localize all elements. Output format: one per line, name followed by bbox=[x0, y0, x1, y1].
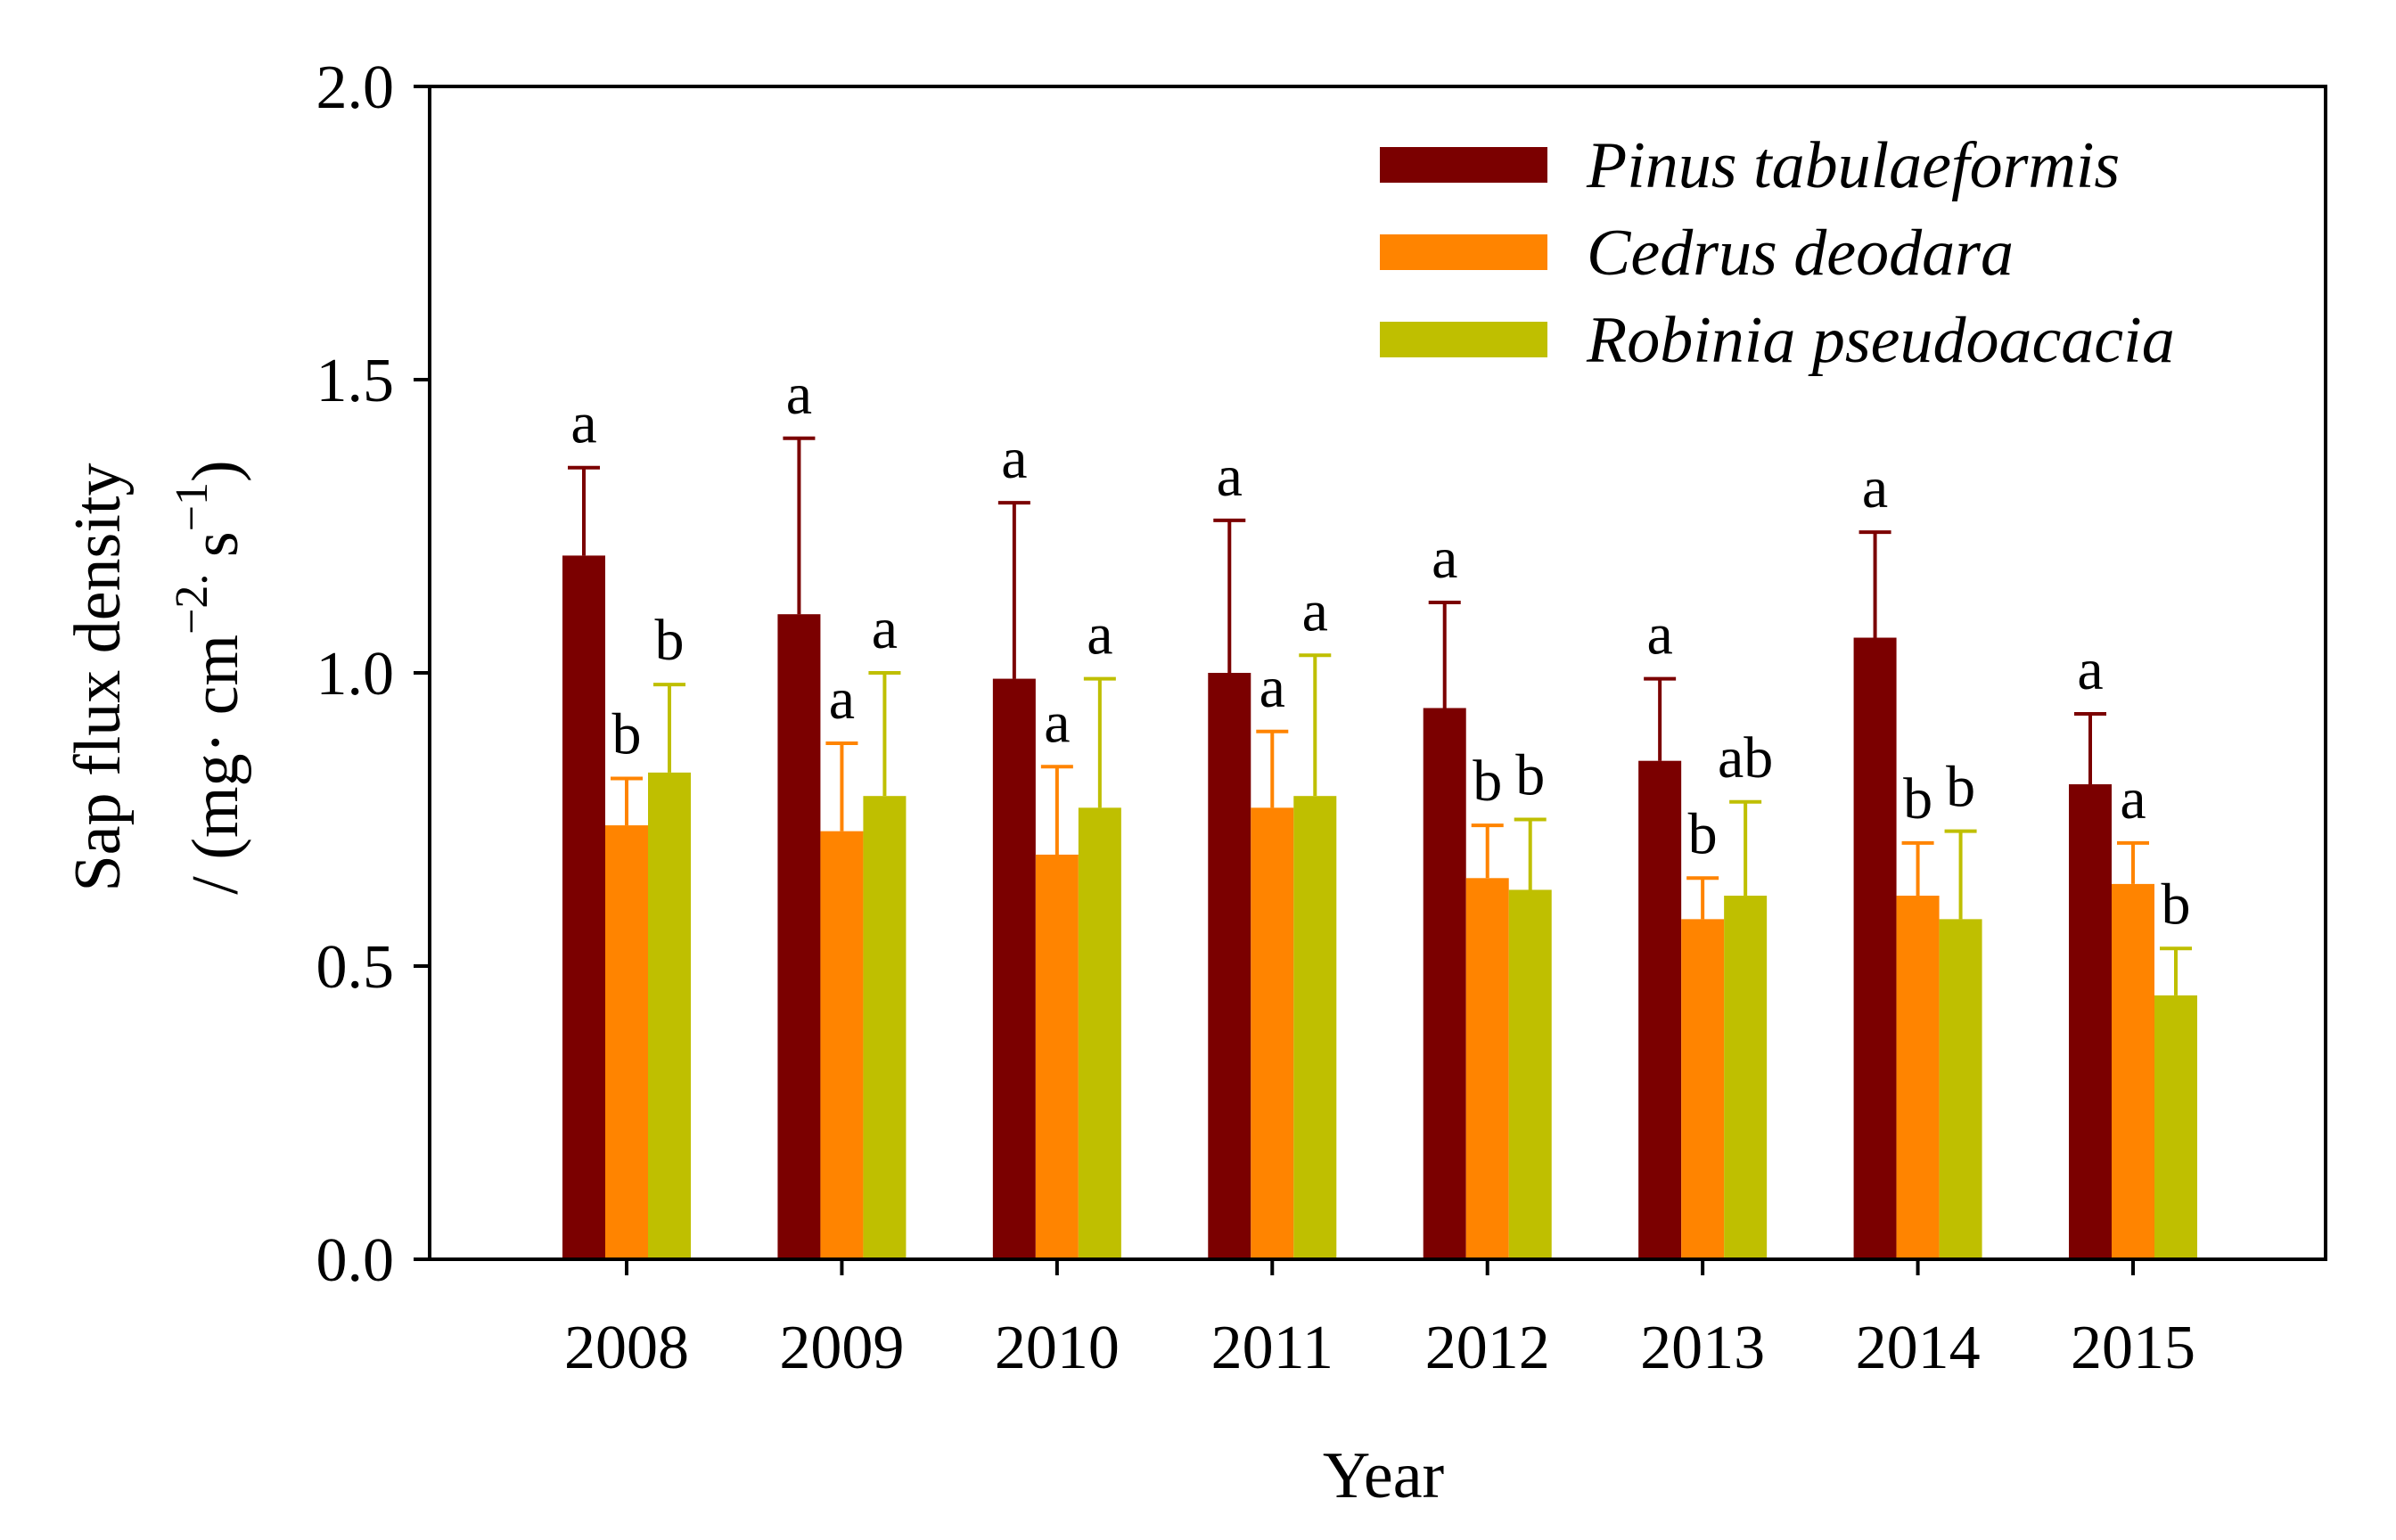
legend-swatch bbox=[1380, 147, 1547, 183]
legend-label: Pinus tabulaeformis bbox=[1586, 129, 2120, 202]
significance-letter: a bbox=[1302, 578, 1328, 643]
legend-swatch bbox=[1380, 234, 1547, 270]
plot-frame bbox=[428, 85, 2327, 1261]
significance-letter: ab bbox=[1718, 725, 1773, 790]
bar bbox=[1939, 919, 1982, 1259]
significance-letter: a bbox=[2120, 766, 2146, 831]
x-axis-title: Year bbox=[1323, 1439, 1444, 1512]
bar bbox=[1896, 896, 1940, 1259]
x-tick-label: 2015 bbox=[2071, 1314, 2195, 1382]
x-axis: 2008 2009 2010 2011 2012 2013 2014 2015 bbox=[564, 1259, 2195, 1382]
bar bbox=[648, 772, 691, 1259]
x-tick-label: 2012 bbox=[1425, 1314, 1550, 1382]
y-axis-title-line1: Sap flux density bbox=[62, 463, 135, 892]
x-tick-label: 2009 bbox=[779, 1314, 904, 1382]
y-axis-title-unit-mg: / (mg· cm bbox=[179, 635, 252, 895]
bar bbox=[777, 614, 821, 1259]
significance-letter: b bbox=[2162, 872, 2191, 937]
significance-letter: a bbox=[1001, 426, 1027, 491]
bar bbox=[1681, 919, 1725, 1259]
significance-letter: b bbox=[1946, 755, 1975, 820]
y-axis-title-exp2: −1 bbox=[167, 482, 217, 531]
significance-letter: a bbox=[872, 596, 898, 661]
significance-letter: b bbox=[1688, 801, 1718, 866]
bars-layer bbox=[562, 555, 2197, 1259]
bar bbox=[1724, 896, 1768, 1259]
y-tick-label: 1.5 bbox=[316, 347, 395, 415]
significance-letter: a bbox=[829, 667, 855, 732]
legend: Pinus tabulaeformis Cedrus deodara Robinia… bbox=[1380, 129, 2175, 377]
bar bbox=[605, 825, 648, 1259]
y-tick-label: 0.0 bbox=[316, 1226, 395, 1295]
bar bbox=[1853, 637, 1897, 1259]
bar bbox=[1035, 854, 1079, 1259]
legend-label: Robinia pseudoacacia bbox=[1586, 304, 2175, 377]
legend-label: Cedrus deodara bbox=[1587, 217, 2014, 290]
significance-letter: a bbox=[2077, 637, 2103, 702]
bar bbox=[1251, 807, 1294, 1259]
significance-letter: a bbox=[786, 362, 812, 427]
error-bars-layer bbox=[568, 436, 2192, 995]
x-tick-label: 2014 bbox=[1856, 1314, 1981, 1382]
bar bbox=[1078, 807, 1121, 1259]
significance-letter: b bbox=[1473, 749, 1502, 814]
significance-letter: a bbox=[1217, 444, 1243, 509]
x-tick-label: 2011 bbox=[1211, 1314, 1333, 1382]
significance-letter: a bbox=[1044, 690, 1070, 755]
y-axis-title-close-paren: ) bbox=[179, 460, 252, 482]
y-axis: 0.0 0.5 1.0 1.5 2.0 bbox=[316, 53, 430, 1295]
x-tick-label: 2013 bbox=[1640, 1314, 1765, 1382]
bar bbox=[2112, 883, 2154, 1259]
significance-letter: a bbox=[1432, 526, 1457, 591]
bar bbox=[1293, 796, 1337, 1259]
bar bbox=[1208, 673, 1251, 1259]
bar bbox=[562, 555, 605, 1259]
y-axis-title-line2: / (mg· cm−2. s−1) bbox=[167, 460, 252, 894]
significance-letter: b bbox=[612, 701, 642, 766]
bar bbox=[820, 831, 864, 1259]
legend-swatch bbox=[1380, 322, 1547, 357]
significance-letter: a bbox=[570, 391, 596, 456]
bar bbox=[2154, 995, 2197, 1259]
bar bbox=[1638, 760, 1682, 1259]
bar bbox=[2069, 784, 2112, 1259]
significance-letter: b bbox=[1515, 743, 1545, 808]
bar bbox=[1508, 889, 1552, 1259]
significance-letter: b bbox=[655, 608, 685, 673]
bar bbox=[992, 678, 1036, 1259]
y-tick-label: 1.0 bbox=[316, 640, 395, 709]
significance-letter: a bbox=[1646, 602, 1672, 668]
bar bbox=[1423, 708, 1466, 1259]
bar bbox=[1465, 878, 1509, 1259]
significance-letter: a bbox=[1087, 602, 1112, 668]
significance-letter: a bbox=[1862, 455, 1888, 520]
significance-letter: b bbox=[1903, 766, 1932, 831]
significance-letter: a bbox=[1260, 655, 1285, 720]
x-tick-label: 2010 bbox=[995, 1314, 1120, 1382]
y-tick-label: 0.5 bbox=[316, 933, 395, 1002]
y-axis-title: Sap flux density / (mg· cm−2. s−1) bbox=[62, 460, 252, 894]
x-tick-label: 2008 bbox=[564, 1314, 689, 1382]
y-axis-title-exp1: −2. bbox=[167, 574, 217, 635]
y-tick-label: 2.0 bbox=[316, 53, 395, 122]
bar bbox=[863, 796, 907, 1259]
y-axis-title-unit-s: s bbox=[179, 531, 252, 573]
